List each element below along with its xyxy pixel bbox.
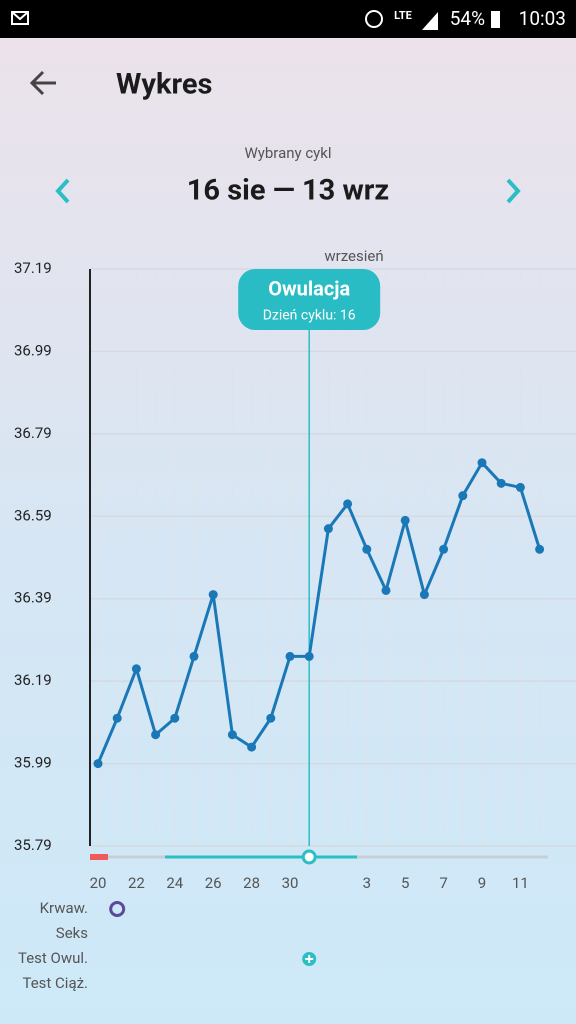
temperature-point	[189, 651, 199, 661]
temperature-point	[285, 651, 295, 661]
x-tick-label: 26	[205, 874, 222, 892]
event-row-label: Test Owul.	[18, 949, 88, 967]
clock: 10:03	[519, 7, 566, 30]
x-tick-label: 3	[363, 874, 371, 892]
x-tick-label: 28	[243, 874, 260, 892]
temperature-point	[266, 713, 276, 723]
event-row-label: Krwaw.	[40, 899, 88, 917]
ovulation-dot	[301, 849, 317, 865]
cycle-range: 16 sie — 13 wrz	[187, 174, 389, 208]
temperature-point	[362, 544, 372, 554]
x-tick-label: 9	[478, 874, 486, 892]
back-button[interactable]	[29, 70, 56, 96]
temperature-point	[381, 585, 391, 595]
temperature-point	[170, 713, 180, 723]
temperature-point	[419, 590, 429, 600]
screen-title: Wykres	[116, 68, 212, 102]
x-tick-label: 20	[90, 874, 107, 892]
mail-icon-flap	[11, 11, 29, 21]
cycle-label: Wybrany cykl	[244, 144, 331, 162]
temperature-point	[439, 544, 449, 554]
status-bar	[0, 0, 576, 38]
temperature-point	[458, 491, 468, 501]
y-tick-label: 35.79	[14, 836, 52, 854]
x-tick-label: 7	[439, 874, 447, 892]
ovulation-day: Dzień cyklu: 16	[263, 308, 356, 324]
temperature-point	[304, 651, 314, 661]
x-tick-label: 30	[282, 874, 299, 892]
event-row-label: Seks	[56, 924, 88, 942]
temperature-point	[208, 590, 218, 600]
ovulation-test-plus	[305, 955, 314, 963]
signal-icon	[422, 12, 438, 30]
event-row-label: Test Ciąż.	[22, 974, 88, 992]
x-tick-label: 11	[512, 874, 529, 892]
alarm-icon	[365, 10, 383, 28]
ovulation-title: Owulacja	[268, 276, 350, 300]
y-tick-label: 36.19	[14, 671, 52, 689]
temperature-point	[227, 730, 237, 740]
temperature-point	[151, 730, 161, 740]
temperature-point	[477, 458, 487, 468]
temperature-point	[515, 482, 525, 492]
y-tick-label: 36.59	[14, 506, 52, 524]
temperature-point	[247, 742, 257, 752]
temperature-point	[400, 515, 410, 525]
mail-icon	[11, 11, 29, 25]
x-tick-label: 24	[166, 874, 183, 892]
y-tick-label: 36.99	[14, 341, 52, 359]
ovulation-badge	[238, 269, 381, 330]
temperature-point	[93, 759, 103, 769]
y-tick-label: 37.19	[14, 259, 52, 277]
next-cycle[interactable]	[506, 178, 521, 204]
battery-icon	[491, 11, 500, 28]
y-tick-label: 36.79	[14, 424, 52, 442]
temperature-point	[323, 524, 333, 534]
bleeding-marker	[109, 901, 126, 917]
battery-level: 54%	[450, 7, 485, 30]
temperature-point	[343, 499, 353, 509]
month-label: wrzesień	[324, 247, 383, 265]
temperature-point	[496, 478, 506, 488]
x-tick-label: 5	[401, 874, 409, 892]
y-tick-label: 36.39	[14, 589, 52, 607]
x-tick-label: 22	[128, 874, 145, 892]
network-type: LTE	[394, 9, 412, 22]
temperature-point	[535, 544, 545, 554]
y-tick-label: 35.99	[14, 754, 52, 772]
temperature-point	[131, 664, 141, 674]
previous-cycle[interactable]	[55, 178, 70, 204]
temperature-point	[112, 713, 122, 723]
chart: 35.79 35.99 36.19 36.39 36.59 36.79 36.99 37.19…	[14, 247, 576, 992]
